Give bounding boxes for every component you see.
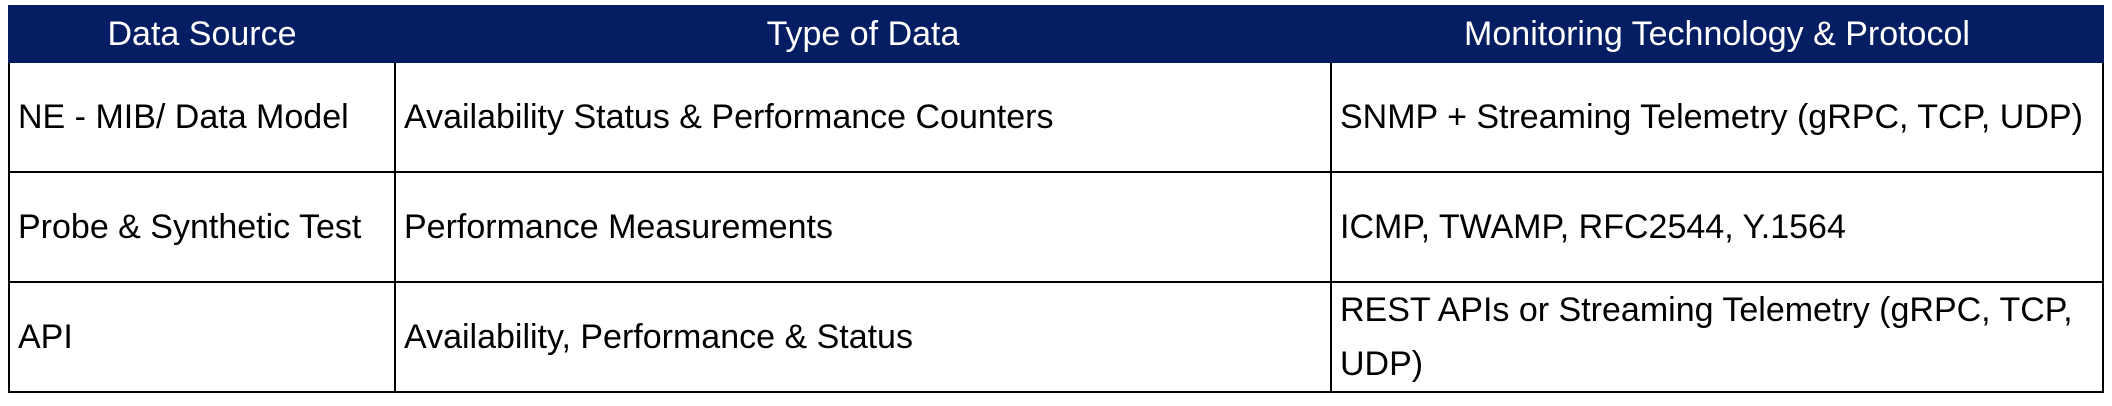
table-header-row: Data Source Type of Data Monitoring Tech… xyxy=(8,5,2104,63)
header-monitoring-technology: Monitoring Technology & Protocol xyxy=(1330,5,2104,63)
cell-monitoring-technology: SNMP + Streaming Telemetry (gRPC, TCP, U… xyxy=(1330,61,2104,173)
cell-data-source: API xyxy=(8,281,396,393)
header-type-of-data: Type of Data xyxy=(394,5,1332,63)
header-data-source: Data Source xyxy=(8,5,396,63)
cell-type-of-data: Availability Status & Performance Counte… xyxy=(394,61,1332,173)
data-source-table-container: Data Source Type of Data Monitoring Tech… xyxy=(8,5,2104,393)
cell-type-of-data: Performance Measurements xyxy=(394,171,1332,283)
table-row: API Availability, Performance & Status R… xyxy=(8,281,2104,393)
cell-data-source: Probe & Synthetic Test xyxy=(8,171,396,283)
table-row: NE - MIB/ Data Model Availability Status… xyxy=(8,61,2104,173)
cell-monitoring-technology: REST APIs or Streaming Telemetry (gRPC, … xyxy=(1330,281,2104,393)
cell-monitoring-technology: ICMP, TWAMP, RFC2544, Y.1564 xyxy=(1330,171,2104,283)
cell-type-of-data: Availability, Performance & Status xyxy=(394,281,1332,393)
table-row: Probe & Synthetic Test Performance Measu… xyxy=(8,171,2104,283)
cell-data-source: NE - MIB/ Data Model xyxy=(8,61,396,173)
data-source-table: Data Source Type of Data Monitoring Tech… xyxy=(8,5,2104,393)
